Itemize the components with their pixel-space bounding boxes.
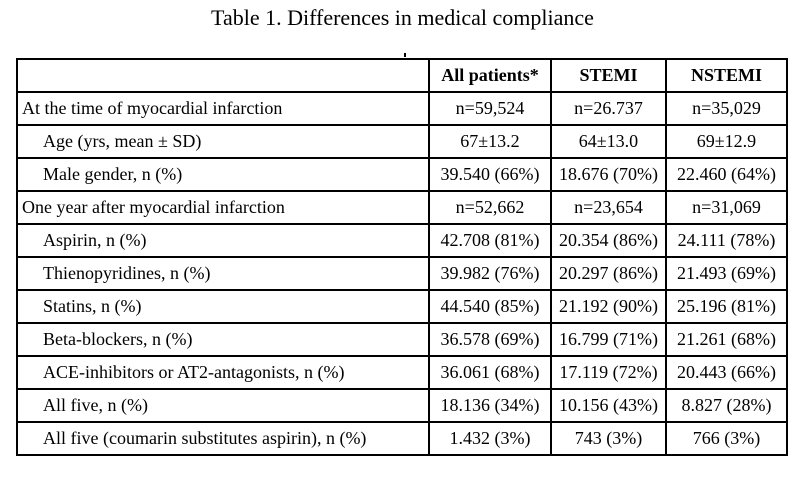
cell-nstemi: 8.827 (28%): [666, 389, 787, 422]
cell-stemi: 20.297 (86%): [551, 257, 666, 290]
table-row: ACE-inhibitors or AT2-antagonists, n (%)…: [17, 356, 787, 389]
cell-all-patients: 39.540 (66%): [429, 158, 551, 191]
row-label: Beta-blockers, n (%): [17, 323, 429, 356]
cell-stemi: n=23,654: [551, 191, 666, 224]
table-row: Statins, n (%) 44.540 (85%) 21.192 (90%) 25…: [17, 290, 787, 323]
table-row: Male gender, n (%) 39.540 (66%) 18.676 (70…: [17, 158, 787, 191]
cell-all-patients: 36.578 (69%): [429, 323, 551, 356]
cell-nstemi: 25.196 (81%): [666, 290, 787, 323]
compliance-table-container: All patients* STEMI NSTEMI At the time o…: [16, 58, 788, 456]
cell-all-patients: 18.136 (34%): [429, 389, 551, 422]
table-row: Aspirin, n (%) 42.708 (81%) 20.354 (86%) 24…: [17, 224, 787, 257]
cell-all-patients: 36.061 (68%): [429, 356, 551, 389]
row-label: Thienopyridines, n (%): [17, 257, 429, 290]
table-row: Thienopyridines, n (%) 39.982 (76%) 20.297…: [17, 257, 787, 290]
cell-stemi: 10.156 (43%): [551, 389, 666, 422]
cell-stemi: 64±13.0: [551, 125, 666, 158]
cell-nstemi: 20.443 (66%): [666, 356, 787, 389]
table-row: At the time of myocardial infarction n=59…: [17, 92, 787, 125]
header-cell-nstemi: NSTEMI: [666, 59, 787, 92]
compliance-table: All patients* STEMI NSTEMI At the time o…: [16, 58, 788, 456]
cell-stemi: 20.354 (86%): [551, 224, 666, 257]
cell-nstemi: n=35,029: [666, 92, 787, 125]
header-cell-label: [17, 59, 429, 92]
cell-nstemi: n=31,069: [666, 191, 787, 224]
row-label: Age (yrs, mean ± SD): [17, 125, 429, 158]
row-label: Male gender, n (%): [17, 158, 429, 191]
cell-nstemi: 21.261 (68%): [666, 323, 787, 356]
cell-nstemi: 766 (3%): [666, 422, 787, 455]
table-row: Beta-blockers, n (%) 36.578 (69%) 16.799 (…: [17, 323, 787, 356]
cell-nstemi: 21.493 (69%): [666, 257, 787, 290]
cell-all-patients: 67±13.2: [429, 125, 551, 158]
header-cell-all-patients: All patients*: [429, 59, 551, 92]
row-label: All five (coumarin substitutes aspirin),…: [17, 422, 429, 455]
table-row: All five, n (%) 18.136 (34%) 10.156 (43%) 8…: [17, 389, 787, 422]
cell-all-patients: n=52,662: [429, 191, 551, 224]
cell-nstemi: 69±12.9: [666, 125, 787, 158]
row-label: All five, n (%): [17, 389, 429, 422]
cell-all-patients: n=59,524: [429, 92, 551, 125]
divider-tick: [404, 53, 406, 57]
section-label: One year after myocardial infarction: [17, 191, 429, 224]
cell-stemi: 21.192 (90%): [551, 290, 666, 323]
row-label: Statins, n (%): [17, 290, 429, 323]
cell-stemi: 17.119 (72%): [551, 356, 666, 389]
section-label: At the time of myocardial infarction: [17, 92, 429, 125]
cell-stemi: 18.676 (70%): [551, 158, 666, 191]
cell-stemi: 743 (3%): [551, 422, 666, 455]
table-body: At the time of myocardial infarction n=59…: [17, 92, 787, 455]
table-row: One year after myocardial infarction n=52…: [17, 191, 787, 224]
cell-stemi: n=26.737: [551, 92, 666, 125]
cell-nstemi: 24.111 (78%): [666, 224, 787, 257]
cell-nstemi: 22.460 (64%): [666, 158, 787, 191]
row-label: ACE-inhibitors or AT2-antagonists, n (%): [17, 356, 429, 389]
table-row: All five (coumarin substitutes aspirin),…: [17, 422, 787, 455]
row-label: Aspirin, n (%): [17, 224, 429, 257]
header-row: All patients* STEMI NSTEMI: [17, 59, 787, 92]
header-cell-stemi: STEMI: [551, 59, 666, 92]
table-title: Table 1. Differences in medical complian…: [211, 5, 594, 30]
table-row: Age (yrs, mean ± SD) 67±13.2 64±13.0 69±12.…: [17, 125, 787, 158]
cell-all-patients: 42.708 (81%): [429, 224, 551, 257]
cell-all-patients: 1.432 (3%): [429, 422, 551, 455]
cell-all-patients: 39.982 (76%): [429, 257, 551, 290]
cell-stemi: 16.799 (71%): [551, 323, 666, 356]
cell-all-patients: 44.540 (85%): [429, 290, 551, 323]
